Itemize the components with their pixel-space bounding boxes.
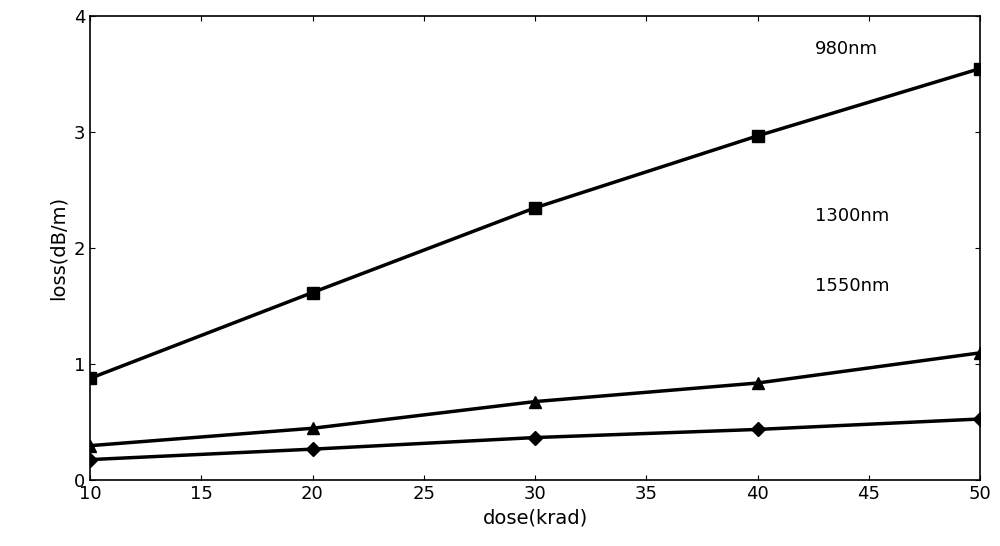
X-axis label: dose(krad): dose(krad) — [482, 509, 588, 528]
Text: 1550nm: 1550nm — [815, 277, 890, 294]
Y-axis label: loss(dB/m): loss(dB/m) — [49, 197, 68, 300]
Text: 980nm: 980nm — [815, 40, 878, 58]
Text: 1300nm: 1300nm — [815, 207, 890, 225]
